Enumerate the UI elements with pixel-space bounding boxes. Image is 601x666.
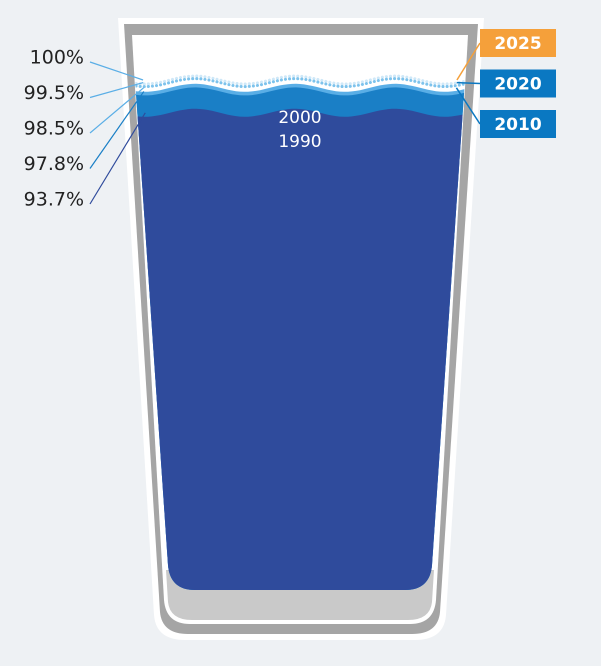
- value-label: 100%: [30, 47, 84, 69]
- year-label: 2000: [278, 108, 321, 128]
- leader-line: [89, 61, 144, 81]
- water: [132, 74, 468, 590]
- tag-leader: [455, 87, 481, 125]
- tag-leader: [456, 81, 481, 85]
- year-label: 2010: [494, 115, 541, 135]
- level-line: [132, 77, 468, 89]
- year-label: 1990: [278, 132, 321, 152]
- year-label: 2020: [494, 75, 541, 95]
- leader-line: [89, 112, 146, 205]
- value-label: 99.5%: [24, 82, 84, 104]
- value-label: 93.7%: [24, 189, 84, 211]
- leader-line: [89, 91, 145, 169]
- leader-line: [89, 82, 144, 99]
- value-label: 97.8%: [24, 153, 84, 175]
- value-label: 98.5%: [24, 118, 84, 140]
- level-line: [132, 74, 468, 86]
- year-tag: [480, 69, 556, 98]
- year-tag: [480, 29, 556, 57]
- year-label: 2025: [494, 34, 541, 54]
- leader-line: [89, 87, 144, 134]
- water-level: [132, 108, 468, 590]
- year-tag: [480, 110, 556, 138]
- tag-leader: [456, 42, 481, 81]
